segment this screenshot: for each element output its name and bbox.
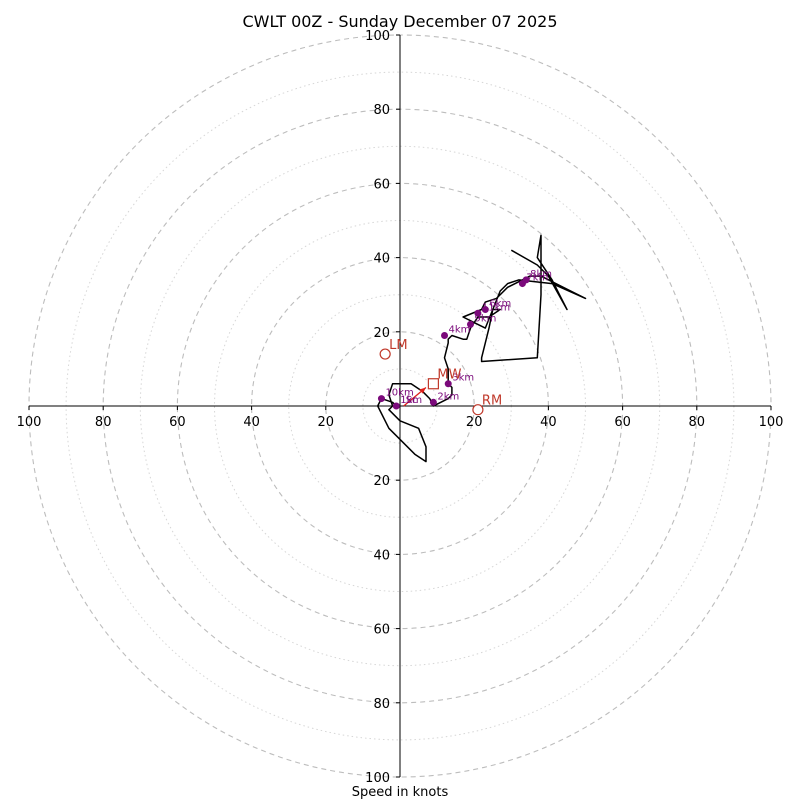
height-label-1km: 1km — [400, 395, 422, 406]
height-point-4km — [441, 332, 449, 340]
storm-motion-markers: LM RM MW — [379, 338, 502, 416]
height-label-7km: 7km — [526, 273, 548, 284]
height-label-9km: 9km — [474, 313, 496, 324]
y-tick-label: 60 — [373, 623, 390, 638]
y-tick-label: 80 — [373, 103, 390, 118]
hodograph-line — [376, 234, 587, 463]
height-point-9km — [466, 320, 474, 328]
x-tick-label: 100 — [17, 415, 42, 430]
x-axis-label: Speed in knots — [352, 785, 449, 800]
height-label-3km: 3km — [452, 373, 474, 384]
x-tick-label: 100 — [759, 415, 784, 430]
x-tick-label: 80 — [95, 415, 112, 430]
shear-label: Sc — [406, 395, 418, 406]
y-tick-label: 20 — [373, 474, 390, 489]
y-tick-label: 100 — [365, 29, 390, 44]
height-point-10km — [377, 395, 385, 403]
storm-motion-LM-label: LM — [389, 338, 407, 353]
height-label-8km: 8km — [530, 269, 552, 280]
shear-arrowhead — [419, 387, 426, 394]
y-tick-label: 60 — [373, 177, 390, 192]
height-label-4km: 4km — [449, 325, 471, 336]
chart-title: CWLT 00Z - Sunday December 07 2025 — [243, 12, 558, 31]
y-tick-label: 40 — [373, 252, 390, 267]
height-point-8km — [522, 276, 530, 284]
storm-motion-MW-marker — [427, 378, 439, 390]
height-point-3km — [444, 380, 452, 388]
x-tick-label: 40 — [540, 415, 557, 430]
x-tick-label: 40 — [243, 415, 260, 430]
y-tick-label: 20 — [373, 326, 390, 341]
storm-motion-MW-label: MW — [437, 368, 461, 383]
y-tick-label: 40 — [373, 548, 390, 563]
x-tick-label: 80 — [689, 415, 706, 430]
axes — [29, 35, 771, 777]
y-tick-label: 100 — [365, 771, 390, 786]
x-tick-label: 60 — [169, 415, 186, 430]
x-tick-label: 20 — [466, 415, 483, 430]
storm-motion-RM-marker — [472, 404, 484, 416]
height-label-11km: 11km — [482, 302, 510, 313]
storm-motion-RM-label: RM — [482, 394, 502, 409]
height-label-10km: 10km — [385, 388, 413, 399]
hodograph-trace: Sc — [376, 234, 587, 463]
height-point-2km — [429, 398, 437, 406]
height-label-6km: 6km — [489, 299, 511, 310]
x-tick-label: 60 — [614, 415, 631, 430]
height-point-6km — [481, 306, 489, 314]
x-tick-label: 20 — [318, 415, 335, 430]
height-label-2km: 2km — [437, 391, 459, 402]
height-point-1km — [392, 402, 400, 410]
y-tick-label: 80 — [373, 697, 390, 712]
height-point-11km — [474, 309, 482, 317]
axis-ticks: 100 80 60 40 20 20 40 60 80 100 100 80 60 40 20 20 40 60 8… — [17, 29, 784, 786]
storm-motion-LM-marker — [379, 348, 391, 360]
